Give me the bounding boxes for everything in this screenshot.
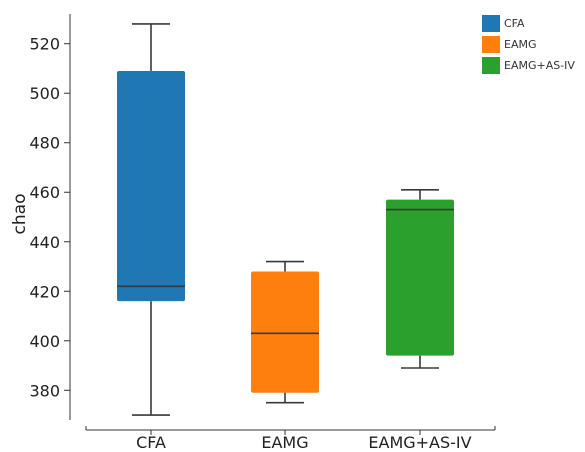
y-tick-label: 520 — [29, 35, 60, 54]
y-axis-title: chao — [10, 194, 30, 235]
iqr-box — [117, 70, 185, 302]
y-tick-label: 480 — [29, 134, 60, 153]
y-tick-label: 500 — [29, 84, 60, 103]
legend-label: CFA — [504, 17, 525, 30]
x-axis: CFA EAMG EAMG+AS-IV — [85, 426, 496, 452]
legend-label: EAMG+AS-IV — [504, 59, 575, 72]
legend: CFA EAMG EAMG+AS-IV — [482, 15, 575, 74]
legend-label: EAMG — [504, 38, 537, 51]
y-axis: 380 400 420 440 460 480 500 520 — [29, 14, 71, 420]
y-tick-label: 380 — [29, 381, 60, 400]
x-tick-label: EAMG+AS-IV — [368, 433, 471, 452]
box-2 — [251, 260, 319, 404]
iqr-box — [251, 271, 319, 393]
legend-swatch — [482, 57, 500, 74]
legend-swatch — [482, 36, 500, 53]
x-tick-label: EAMG — [261, 433, 308, 452]
x-tick-label: CFA — [136, 433, 166, 452]
box-1 — [117, 23, 185, 416]
boxes — [117, 23, 454, 416]
y-tick-label: 460 — [29, 183, 60, 202]
y-tick-label: 420 — [29, 282, 60, 301]
box-3 — [386, 188, 454, 369]
legend-swatch — [482, 15, 500, 32]
y-tick-label: 400 — [29, 332, 60, 351]
y-tick-label: 440 — [29, 233, 60, 252]
iqr-box — [386, 199, 454, 356]
